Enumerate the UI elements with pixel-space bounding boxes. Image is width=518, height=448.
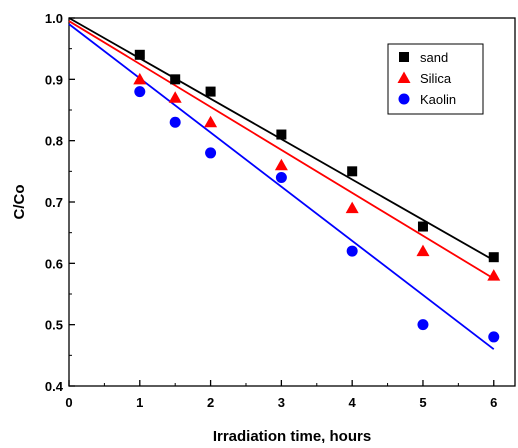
point-kaolin-7 [488,331,500,343]
legend-marker-kaolin [398,93,410,105]
point-kaolin-2 [169,116,181,128]
legend-label-sand: sand [420,50,448,65]
y-axis-title: C/Co [11,185,28,220]
x-tick-label-5: 5 [419,395,426,410]
point-silica-6 [416,244,430,257]
y-tick-label-3: 0.7 [45,195,63,210]
x-axis-title: Irradiation time, hours [213,428,371,443]
y-tick-label-2: 0.6 [45,256,63,271]
point-kaolin-4 [275,171,287,183]
x-tick-label-4: 4 [349,395,357,410]
point-sand-3 [205,86,216,97]
point-sand-1 [134,49,145,60]
legend-label-silica: Silica [420,71,452,86]
point-sand-4 [276,129,287,140]
point-silica-7 [487,269,501,281]
legend: sand Silica Kaolin [387,43,484,115]
point-kaolin-3 [205,147,217,159]
point-sand-7 [488,252,499,263]
point-kaolin-1 [134,86,146,98]
point-kaolin-6 [417,319,429,331]
point-silica-5 [345,201,359,214]
y-tick-label-5: 0.9 [45,72,63,87]
y-tick-label-6: 1.0 [45,11,63,26]
point-sand-6 [417,221,428,232]
x-tick-label-3: 3 [278,395,285,410]
y-tick-label-4: 0.8 [45,134,63,149]
x-tick-label-1: 1 [136,395,143,410]
data-points [133,49,501,343]
y-tick-label-0: 0.4 [45,379,64,394]
x-tick-label-6: 6 [490,395,497,410]
legend-marker-sand [399,52,409,62]
y-tick-label-1: 0.5 [45,318,63,333]
legend-marker-silica [397,71,411,83]
x-tick-label-2: 2 [207,395,214,410]
x-tick-label-0: 0 [65,395,72,410]
fit-line-silica [68,20,495,280]
point-silica-3 [204,115,218,128]
point-kaolin-5 [346,245,358,257]
point-sand-5 [347,166,358,177]
axis-ticks: 0 1 2 3 4 5 6 0.4 0.5 0.6 0.7 0.8 0.9 1.0 [45,11,497,410]
point-silica-4 [274,158,288,171]
point-sand-2 [170,74,181,85]
legend-label-kaolin: Kaolin [420,92,456,107]
point-silica-2 [168,91,182,103]
point-silica-1 [133,72,147,85]
